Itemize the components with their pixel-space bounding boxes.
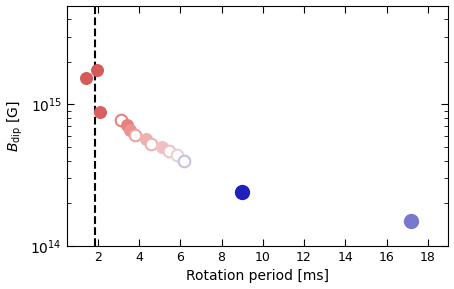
Point	[408, 219, 415, 223]
Point	[165, 149, 173, 153]
Point	[126, 128, 133, 132]
Point	[148, 141, 155, 146]
Point	[123, 122, 130, 127]
Point	[131, 133, 138, 137]
Point	[93, 68, 100, 73]
X-axis label: Rotation period [ms]: Rotation period [ms]	[186, 269, 329, 284]
Point	[118, 117, 125, 122]
Point	[181, 158, 188, 163]
Point	[173, 153, 181, 157]
Point	[158, 145, 165, 149]
Point	[143, 137, 150, 141]
Point	[83, 75, 90, 80]
Point	[238, 190, 246, 194]
Point	[96, 110, 104, 115]
Y-axis label: $B_{\mathrm{dip}}$ [G]: $B_{\mathrm{dip}}$ [G]	[5, 100, 25, 152]
